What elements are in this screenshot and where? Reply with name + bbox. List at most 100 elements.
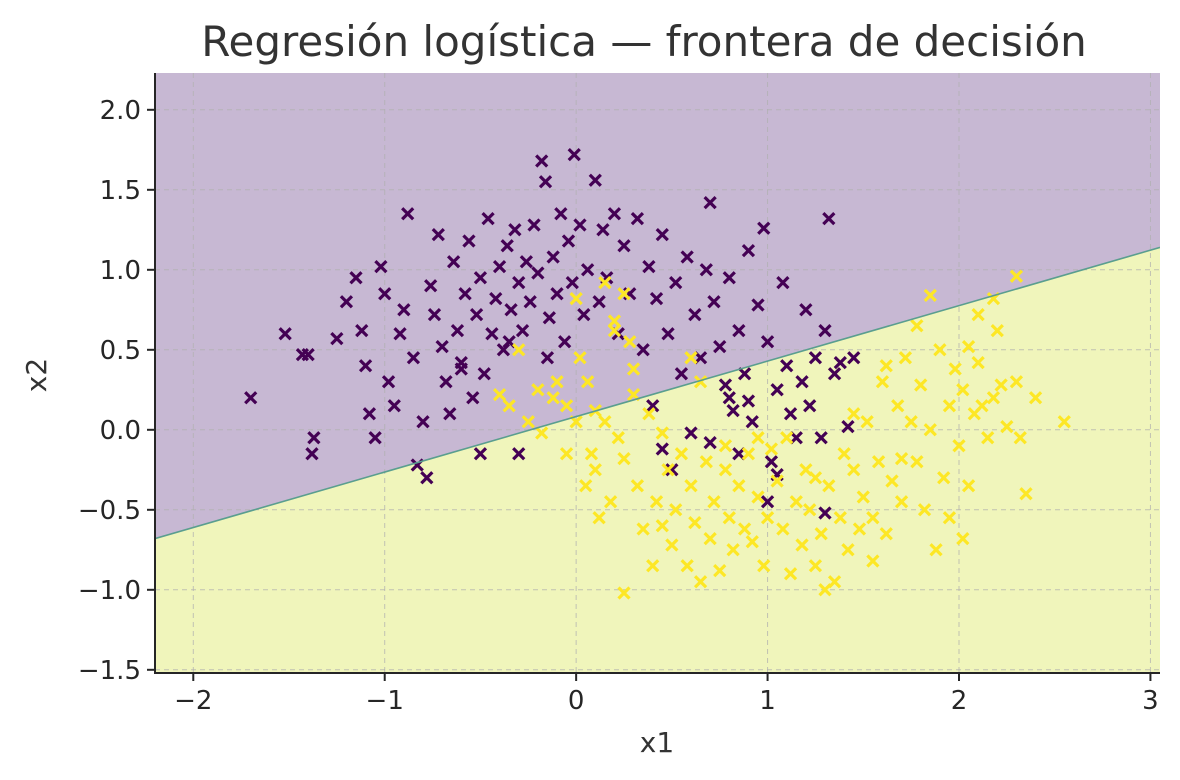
scatter-point <box>592 295 606 309</box>
scatter-point <box>538 175 553 189</box>
scatter-point <box>580 263 595 277</box>
scatter-point <box>561 234 576 248</box>
scatter-point <box>847 351 861 365</box>
scatter-point <box>726 543 740 557</box>
scatter-point <box>693 375 708 389</box>
scatter-point <box>559 399 574 413</box>
scatter-point <box>942 511 957 525</box>
scatter-point <box>871 455 886 469</box>
scatter-point <box>994 378 1008 392</box>
scatter-point <box>473 447 488 461</box>
decision-boundary-line <box>155 246 1160 540</box>
scatter-point <box>847 463 861 477</box>
scatter-point <box>837 447 851 461</box>
scatter-point <box>523 295 537 309</box>
scatter-point <box>799 303 813 317</box>
scatter-point <box>607 314 622 328</box>
scatter-point <box>607 207 622 221</box>
scatter-point <box>732 479 746 493</box>
scatter-point <box>674 447 689 461</box>
scatter-point <box>655 426 669 440</box>
scatter-point <box>783 407 798 421</box>
x-tick-label: 3 <box>1142 686 1159 716</box>
scatter-point <box>642 407 656 421</box>
x-tick-label: 2 <box>951 686 968 716</box>
scatter-point <box>489 291 503 306</box>
scatter-point <box>420 471 434 485</box>
scatter-point <box>917 503 932 517</box>
scatter-point <box>956 531 970 546</box>
scatter-point <box>387 399 401 413</box>
scatter-point <box>718 439 733 453</box>
scatter-point <box>588 173 602 187</box>
scatter-point <box>803 503 817 517</box>
scatter-point <box>942 399 957 413</box>
y-tick-label: 1.0 <box>100 256 141 286</box>
scatter-point <box>808 471 823 485</box>
scatter-point <box>776 522 790 536</box>
scatter-point <box>655 442 669 456</box>
axes <box>154 73 1160 674</box>
scatter-point <box>783 567 798 581</box>
scatter-point <box>485 327 499 341</box>
y-tick-label: −1.5 <box>78 656 141 686</box>
scatter-point <box>891 399 905 413</box>
scatter-point <box>565 275 579 290</box>
scatter-point <box>718 463 733 477</box>
scatter-point <box>669 275 683 290</box>
scatter-point <box>684 479 698 493</box>
scatter-point <box>847 407 861 421</box>
scatter-point <box>669 503 683 517</box>
scatter-point <box>745 535 759 549</box>
scatter-point <box>1019 487 1033 501</box>
scatter-point <box>833 355 847 370</box>
scatter-point <box>401 207 415 221</box>
x-tick-label: 1 <box>759 686 776 716</box>
scatter-point <box>646 399 660 413</box>
scatter-point <box>542 311 556 325</box>
scatter-point <box>852 522 867 536</box>
scatter-point <box>770 383 784 397</box>
scatter-point <box>540 351 555 365</box>
scatter-point <box>684 351 698 365</box>
scatter-point <box>910 319 924 333</box>
scatter-point <box>757 559 771 573</box>
scatter-point <box>617 586 631 600</box>
scatter-point <box>431 227 445 242</box>
scatter-point <box>707 495 721 509</box>
scatter-point <box>898 351 913 365</box>
scatter-point <box>713 563 727 578</box>
scatter-point <box>751 490 765 504</box>
scatter-point <box>688 515 702 530</box>
y-tick-label: 1.5 <box>100 176 141 206</box>
scatter-point <box>521 415 535 429</box>
scatter-point <box>894 451 909 466</box>
scatter-point <box>504 303 518 317</box>
scatter-point <box>577 307 591 322</box>
y-tick-label: 0.5 <box>100 336 141 366</box>
scatter-point <box>519 255 534 269</box>
scatter-point <box>623 335 637 349</box>
scatter-point <box>661 327 675 341</box>
scatter-point <box>439 375 453 389</box>
scatter-point <box>661 463 675 477</box>
scatter-point <box>914 378 928 392</box>
scatter-point <box>684 426 698 440</box>
scatter-point <box>378 287 392 301</box>
scatter-point <box>674 367 689 381</box>
scatter-point <box>630 211 645 226</box>
scatter-point <box>492 387 507 402</box>
scatter-point <box>688 307 702 322</box>
decision-regions <box>155 73 1160 673</box>
scatter-point <box>636 522 650 536</box>
y-ticks: −1.5 −1.0 −0.5 0.0 0.5 1.0 1.5 2.0 <box>78 96 155 686</box>
scatter-point <box>866 554 880 568</box>
region-class-0 <box>155 73 1160 539</box>
scatter-point <box>1009 375 1024 389</box>
scatter-point <box>406 351 421 365</box>
y-tick-label: 2.0 <box>100 96 141 126</box>
scatter-point <box>990 323 1004 338</box>
scatter-point <box>435 339 449 354</box>
scatter-point <box>879 359 893 373</box>
scatter-point <box>975 399 989 413</box>
